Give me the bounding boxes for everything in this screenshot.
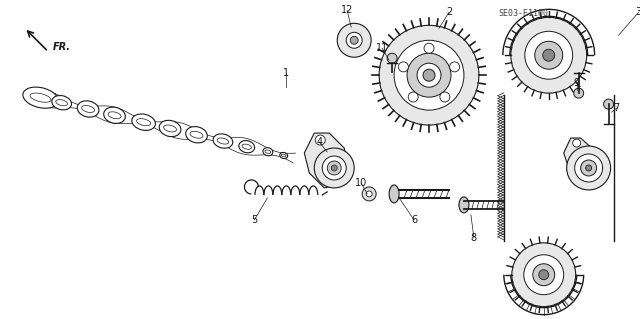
Ellipse shape bbox=[186, 127, 207, 143]
Circle shape bbox=[532, 264, 555, 286]
Ellipse shape bbox=[263, 148, 273, 156]
Circle shape bbox=[346, 32, 362, 48]
Circle shape bbox=[450, 62, 460, 72]
Circle shape bbox=[424, 43, 434, 53]
Ellipse shape bbox=[459, 197, 469, 213]
Circle shape bbox=[573, 88, 584, 98]
Ellipse shape bbox=[132, 114, 156, 130]
Circle shape bbox=[440, 92, 450, 102]
Circle shape bbox=[332, 165, 337, 171]
Text: 1: 1 bbox=[284, 68, 289, 78]
Text: 5: 5 bbox=[252, 215, 257, 225]
Ellipse shape bbox=[77, 101, 99, 117]
Circle shape bbox=[423, 69, 435, 81]
Circle shape bbox=[362, 187, 376, 201]
Text: 10: 10 bbox=[355, 178, 367, 188]
Text: 3: 3 bbox=[636, 7, 640, 17]
Circle shape bbox=[337, 23, 371, 57]
Text: FR.: FR. bbox=[53, 42, 71, 52]
Text: 6: 6 bbox=[411, 215, 417, 225]
Circle shape bbox=[535, 41, 563, 69]
Ellipse shape bbox=[389, 185, 399, 203]
Circle shape bbox=[399, 62, 408, 72]
Circle shape bbox=[586, 165, 591, 171]
Circle shape bbox=[379, 25, 479, 125]
Circle shape bbox=[511, 17, 587, 93]
Text: 9: 9 bbox=[573, 78, 580, 88]
Ellipse shape bbox=[52, 95, 72, 110]
Circle shape bbox=[407, 53, 451, 97]
Circle shape bbox=[543, 49, 555, 61]
Circle shape bbox=[604, 99, 614, 109]
Text: SE03-E1100: SE03-E1100 bbox=[499, 9, 548, 18]
Text: 12: 12 bbox=[341, 5, 353, 15]
Text: 4: 4 bbox=[316, 137, 323, 147]
Text: 8: 8 bbox=[471, 233, 477, 243]
Circle shape bbox=[566, 146, 611, 190]
Ellipse shape bbox=[213, 134, 233, 148]
Circle shape bbox=[366, 191, 372, 197]
Polygon shape bbox=[304, 133, 349, 188]
Ellipse shape bbox=[239, 141, 255, 153]
Circle shape bbox=[350, 36, 358, 44]
Circle shape bbox=[573, 139, 580, 147]
Circle shape bbox=[327, 161, 341, 175]
Circle shape bbox=[314, 148, 354, 188]
Circle shape bbox=[408, 92, 418, 102]
Text: 2: 2 bbox=[446, 7, 452, 17]
Circle shape bbox=[387, 53, 397, 63]
Circle shape bbox=[394, 40, 464, 110]
Circle shape bbox=[525, 31, 573, 79]
Circle shape bbox=[575, 154, 603, 182]
Text: 11: 11 bbox=[376, 43, 388, 53]
Circle shape bbox=[417, 63, 441, 87]
Circle shape bbox=[512, 243, 576, 307]
Circle shape bbox=[580, 160, 596, 176]
Ellipse shape bbox=[159, 120, 181, 137]
Circle shape bbox=[316, 135, 325, 145]
Ellipse shape bbox=[280, 152, 288, 159]
Text: 7: 7 bbox=[614, 103, 620, 113]
Ellipse shape bbox=[23, 87, 58, 108]
Circle shape bbox=[524, 255, 564, 295]
Ellipse shape bbox=[104, 107, 125, 123]
Circle shape bbox=[539, 270, 548, 280]
Polygon shape bbox=[564, 138, 596, 178]
Circle shape bbox=[323, 156, 346, 180]
